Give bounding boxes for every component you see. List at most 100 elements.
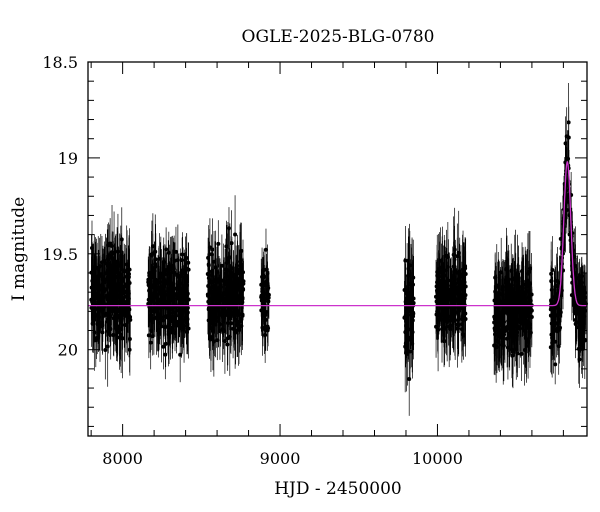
- data-point: [442, 339, 447, 344]
- data-point: [173, 313, 178, 318]
- data-point: [263, 247, 268, 252]
- data-point: [221, 278, 226, 283]
- data-point: [232, 275, 237, 280]
- data-point: [110, 243, 115, 248]
- data-point: [158, 271, 163, 276]
- data-point: [405, 340, 410, 345]
- model-curve: [88, 161, 587, 307]
- data-point: [169, 289, 174, 294]
- data-point: [126, 275, 131, 280]
- data-point: [407, 377, 412, 382]
- data-point: [493, 298, 498, 303]
- data-point: [495, 317, 500, 322]
- data-point: [150, 251, 155, 256]
- data-point: [551, 313, 556, 318]
- data-point: [211, 289, 216, 294]
- data-point: [151, 316, 156, 321]
- data-point: [122, 269, 127, 274]
- data-point: [262, 283, 267, 288]
- data-point: [159, 315, 164, 320]
- data-point: [548, 345, 553, 350]
- data-point: [406, 335, 411, 340]
- data-point: [436, 317, 441, 322]
- x-axis-label: HJD - 2450000: [274, 479, 402, 499]
- data-point: [461, 280, 466, 285]
- data-point: [176, 282, 181, 287]
- data-point: [230, 297, 235, 302]
- data-point: [451, 317, 456, 322]
- data-point: [102, 259, 107, 264]
- data-point: [218, 285, 223, 290]
- data-point: [104, 277, 109, 282]
- data-point: [453, 281, 458, 286]
- data-point: [181, 327, 186, 332]
- data-point: [505, 276, 510, 281]
- data-point: [262, 267, 267, 272]
- data-point: [516, 307, 521, 312]
- data-point: [146, 280, 151, 285]
- data-point: [127, 337, 132, 342]
- data-point: [99, 309, 104, 314]
- data-point: [184, 311, 189, 316]
- data-point: [229, 273, 234, 278]
- data-point: [95, 313, 100, 318]
- data-point: [579, 310, 584, 315]
- data-point: [497, 328, 502, 333]
- data-point: [103, 347, 108, 352]
- data-point: [455, 322, 460, 327]
- data-point: [570, 280, 575, 285]
- data-point: [180, 268, 185, 273]
- data-point: [119, 335, 124, 340]
- data-point: [163, 352, 168, 357]
- data-point: [92, 330, 97, 335]
- data-point: [206, 283, 211, 288]
- data-points-layer: [89, 82, 588, 416]
- data-point: [238, 319, 243, 324]
- data-point: [92, 265, 97, 270]
- data-point: [237, 267, 242, 272]
- data-point: [265, 324, 270, 329]
- data-point: [499, 270, 504, 275]
- data-point: [566, 120, 571, 125]
- x-tick-label: 9000: [260, 449, 301, 468]
- data-point: [104, 293, 109, 298]
- x-tick-label: 8000: [102, 449, 143, 468]
- data-point: [147, 273, 152, 278]
- data-point: [124, 291, 129, 296]
- data-point: [163, 341, 168, 346]
- data-point: [439, 265, 444, 270]
- data-point: [564, 134, 569, 139]
- data-point: [127, 307, 132, 312]
- data-point: [222, 339, 227, 344]
- data-point: [511, 313, 516, 318]
- data-point: [167, 266, 172, 271]
- data-point: [409, 310, 414, 315]
- data-point: [226, 226, 231, 231]
- data-point: [452, 247, 457, 252]
- data-point: [582, 290, 587, 295]
- data-point: [213, 265, 218, 270]
- data-point: [553, 362, 558, 367]
- data-point: [576, 297, 581, 302]
- data-point: [223, 312, 228, 317]
- data-point: [553, 321, 558, 326]
- data-point: [110, 286, 115, 291]
- data-point: [233, 232, 238, 237]
- data-point: [451, 252, 456, 257]
- y-axis-label: I magnitude: [9, 197, 29, 301]
- data-point: [434, 299, 439, 304]
- axis-ticks: 8000 9000 10000 18.5 19 19.5 20: [42, 53, 587, 468]
- data-point: [236, 327, 241, 332]
- data-point: [527, 322, 532, 327]
- data-point: [114, 327, 119, 332]
- data-point: [410, 330, 415, 335]
- data-point: [174, 323, 179, 328]
- data-point: [207, 273, 212, 278]
- data-point: [448, 327, 453, 332]
- data-point: [462, 308, 467, 313]
- data-point: [153, 262, 158, 267]
- data-point: [403, 258, 408, 263]
- data-point: [266, 292, 271, 297]
- data-point: [555, 279, 560, 284]
- chart-title: OGLE-2025-BLG-0780: [242, 27, 435, 47]
